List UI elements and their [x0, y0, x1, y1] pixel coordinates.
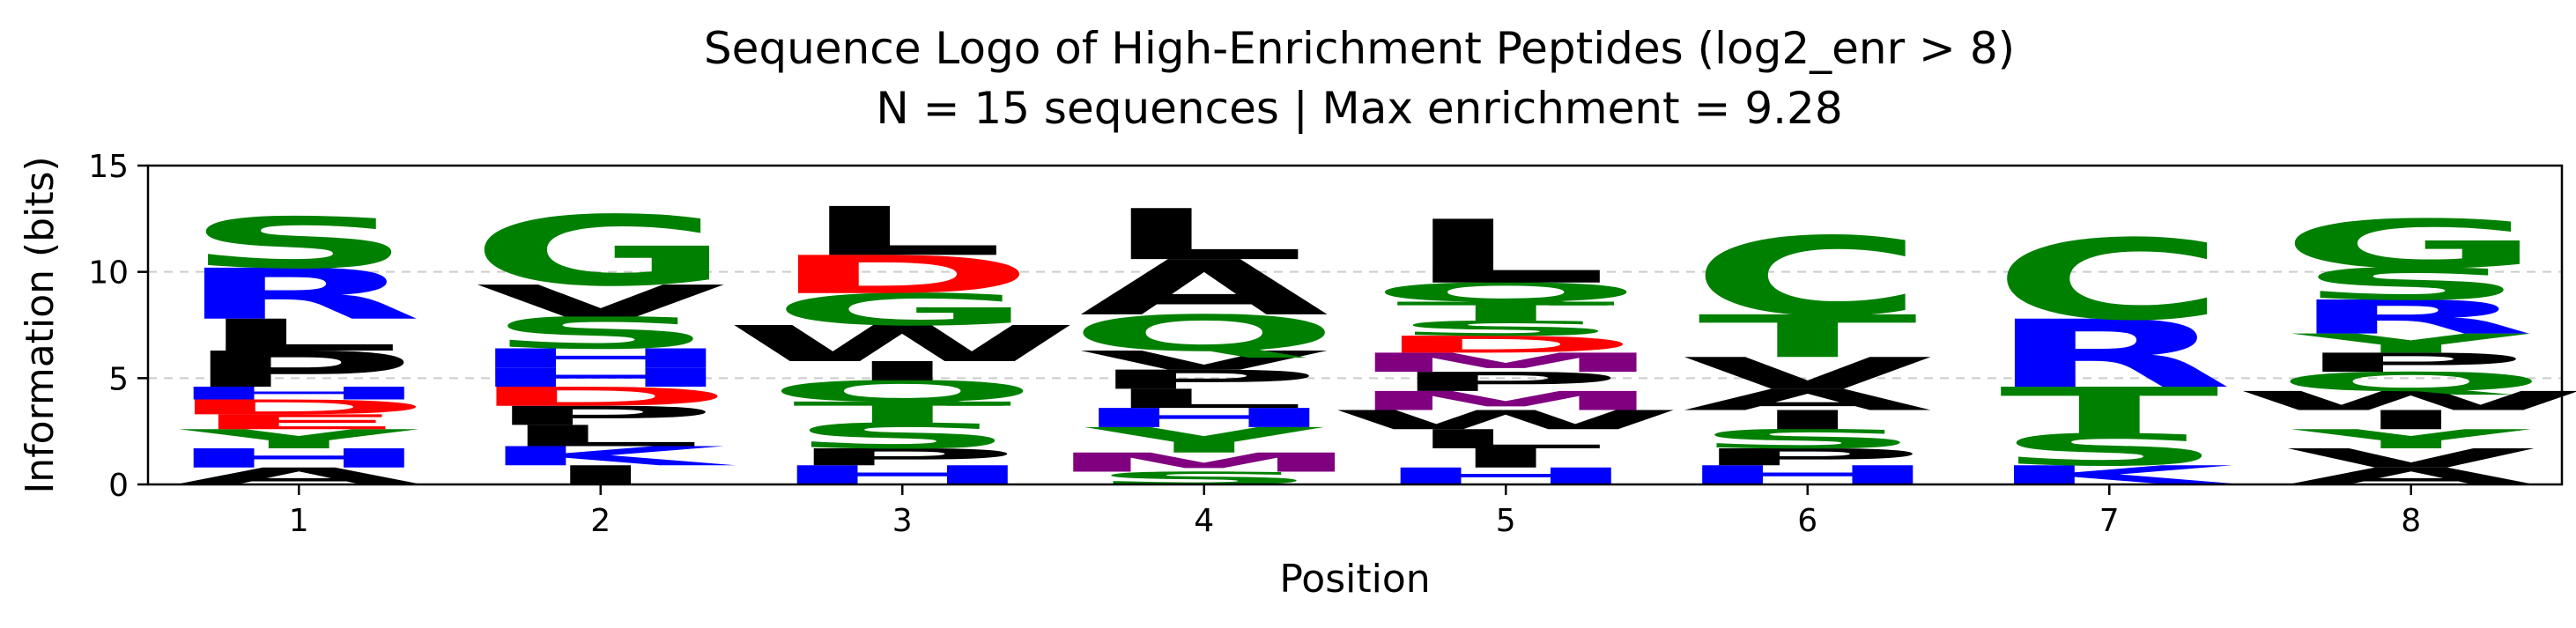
logo-letter-k: K	[1984, 460, 2246, 491]
logo-letter-m: M	[1345, 348, 1666, 379]
x-tick-label: 8	[2401, 503, 2421, 539]
logo-letter-r: R	[2287, 290, 2535, 344]
logo-letter-y: Y	[2290, 329, 2531, 359]
logo-letter-a: A	[1683, 383, 1935, 417]
logo-letter-h: H	[466, 362, 736, 393]
logo-letter-q: Q	[1369, 277, 1643, 308]
logo-letter-q: Q	[1067, 305, 1341, 363]
logo-letter-i: I	[842, 356, 962, 387]
logo-letter-t: T	[792, 395, 1014, 429]
logo-letter-d: D	[1372, 331, 1640, 358]
logo-letter-y: Y	[2290, 424, 2531, 454]
logo-letter-p: P	[784, 444, 1020, 471]
logo-letter-c: C	[1689, 215, 1926, 340]
logo-letter-s: S	[1691, 424, 1924, 454]
x-tick-label: 3	[892, 503, 913, 539]
logo-letter-w: W	[724, 315, 1080, 373]
logo-letter-m: M	[1044, 447, 1365, 478]
plot-frame	[146, 164, 2564, 486]
logo-letter-v: V	[476, 276, 728, 327]
x-axis-label: Position	[1279, 557, 1430, 602]
axes: 0 5 10 15 1 2 3 4 5 6 7 8	[88, 149, 2421, 539]
logo-letter-a: A	[1079, 244, 1331, 332]
y-tick-label: 0	[108, 468, 129, 504]
logo-letter-v: V	[1683, 348, 1935, 399]
logo-letter-s: S	[1993, 425, 2225, 476]
logo-letter-t: T	[1999, 374, 2221, 449]
x-tick-label: 2	[590, 503, 611, 539]
logo-letter-l: L	[498, 419, 703, 453]
logo-letter-l: L	[1403, 202, 1609, 304]
logo-letter-v: V	[1079, 345, 1331, 376]
logo-letter-l: L	[800, 193, 1005, 270]
logo-letter-p: P	[1086, 365, 1322, 395]
logo-letter-p: P	[181, 341, 417, 399]
logo-letter-h: H	[164, 383, 433, 403]
logo-letter-w: W	[2233, 386, 2576, 417]
y-axis-label: Information (bits)	[18, 156, 63, 493]
logo-letter-p: P	[1690, 444, 1926, 471]
logo-letter-y: Y	[177, 424, 418, 454]
logo-letter-t: T	[1395, 297, 1617, 328]
y-tick-label: 5	[108, 361, 129, 397]
logo-letter-d: D	[768, 245, 1036, 306]
x-tick-label: 5	[1496, 503, 1516, 539]
logo-letter-d: D	[165, 395, 433, 419]
logo-letter-h: H	[164, 443, 433, 474]
logo-letter-p: P	[2293, 348, 2529, 379]
logo-stacks: AHYEDHPLRSIKLPDHHSVGHPSTQIWGDLSMYHLPVQAL…	[164, 193, 2576, 491]
logo-letter-l: L	[1403, 424, 1609, 454]
logo-letter-g: G	[469, 196, 733, 307]
chart-subtitle: N = 15 sequences | Max enrichment = 9.28	[876, 83, 1842, 134]
logo-letter-g: G	[2279, 206, 2543, 284]
chart-title: Sequence Logo of High-Enrichment Peptide…	[704, 23, 2015, 74]
logo-letter-q: Q	[2274, 366, 2548, 397]
x-tick-label: 4	[1194, 503, 1214, 539]
logo-letter-s: S	[1389, 317, 1622, 341]
logo-letter-q: Q	[766, 374, 1040, 408]
y-tick-label: 10	[88, 255, 129, 292]
logo-letter-s: S	[2295, 259, 2528, 310]
logo-letter-i: I	[1748, 405, 1868, 436]
logo-letter-t: T	[1698, 303, 1920, 371]
logo-letter-r: R	[1985, 300, 2233, 409]
logo-letter-i: I	[2351, 405, 2471, 436]
logo-letter-h: H	[466, 344, 736, 374]
logo-letter-l: L	[196, 310, 402, 361]
logo-letter-k: K	[476, 441, 737, 472]
logo-letter-v: V	[2286, 443, 2538, 474]
logo-letter-p: P	[1388, 366, 1624, 397]
x-tick-label: 6	[1797, 503, 1817, 539]
logo-letter-h: H	[1070, 403, 1339, 433]
x-tick-label: 7	[2099, 503, 2120, 539]
x-tick-label: 1	[289, 503, 309, 539]
logo-letter-s: S	[485, 308, 717, 359]
logo-letter-y: Y	[1083, 420, 1324, 461]
logo-letter-w: W	[1328, 405, 1684, 436]
logo-letter-d: D	[467, 381, 735, 412]
logo-letter-e: E	[189, 410, 409, 434]
logo-letter-c: C	[1991, 216, 2228, 345]
logo-letter-s: S	[786, 416, 1018, 456]
logo-letter-l: L	[1101, 384, 1307, 415]
logo-letter-l: L	[1101, 195, 1307, 276]
logo-letter-m: M	[1345, 386, 1666, 417]
logo-letter-g: G	[770, 284, 1034, 336]
logo-letter-p: P	[483, 401, 719, 432]
logo-letter-i: I	[1446, 443, 1566, 474]
grid-lines	[148, 270, 2562, 380]
y-tick-label: 15	[88, 149, 129, 185]
logo-letter-s: S	[182, 203, 415, 284]
logo-letter-r: R	[174, 254, 423, 335]
